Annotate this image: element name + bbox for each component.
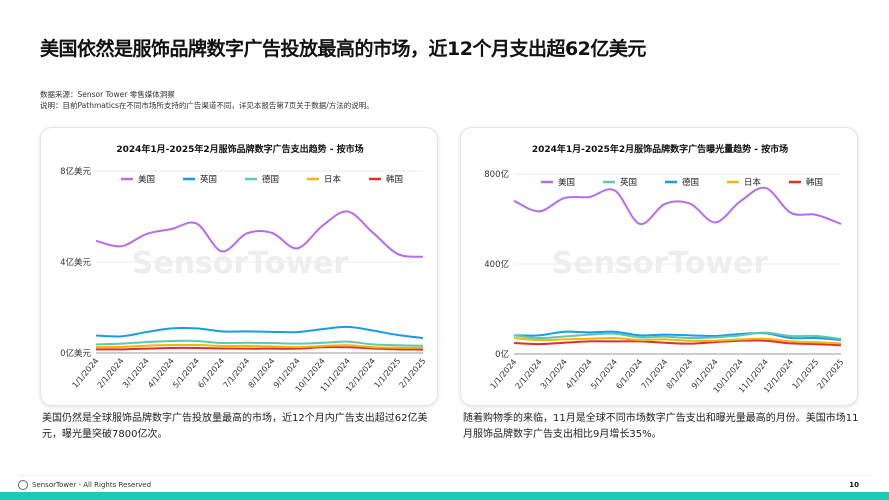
page-title: 美国依然是服饰品牌数字广告投放最高的市场，近12个月支出超62亿美元	[40, 38, 646, 60]
chart-title: 2024年1月-2025年2月服饰品牌数字广告曝光量趋势 - 按市场	[532, 143, 788, 155]
legend-label: 韩国	[386, 174, 403, 185]
spend-chart-card: 2024年1月-2025年2月服饰品牌数字广告支出趋势 - 按市场 SensorT…	[40, 127, 438, 406]
series-line-日本	[95, 343, 424, 349]
y-tick-label: 800亿	[484, 169, 509, 180]
legend-label: 日本	[324, 174, 342, 185]
series-line-德国	[513, 330, 842, 342]
footer-divider	[18, 475, 871, 476]
x-tick-label: 2/1/2025	[398, 357, 428, 390]
y-tick-label: 400亿	[484, 259, 509, 270]
legend-label: 英国	[620, 177, 637, 188]
series-line-日本	[513, 336, 842, 345]
series-line-韩国	[95, 346, 424, 351]
y-tick-label: 4亿美元	[60, 257, 91, 268]
x-tick-label: 2/1/2025	[816, 358, 846, 391]
sensortower-logo-icon	[18, 480, 28, 490]
footer-accent-bar	[0, 492, 889, 500]
legend-label: 韩国	[806, 177, 823, 188]
series-line-英国	[95, 325, 424, 339]
legend-label: 美国	[138, 174, 155, 185]
data-source: 数据来源：Sensor Tower 零售媒体洞察	[40, 90, 175, 99]
y-tick-label: 8亿美元	[60, 166, 91, 177]
footer-copyright: SensorTower - All Rights Reserved	[32, 481, 152, 489]
legend-label: 美国	[558, 177, 575, 188]
series-line-英国	[513, 331, 842, 340]
page-number: 10	[849, 481, 859, 489]
y-tick-label: 0亿	[495, 349, 509, 360]
methodology-note: 说明：目前Pathmatics在不同市场所支持的广告渠道不同，详见本报告第7页关…	[40, 101, 374, 110]
series-line-德国	[95, 339, 424, 347]
chart-title: 2024年1月-2025年2月服饰品牌数字广告支出趋势 - 按市场	[116, 143, 363, 155]
spend-description: 美国仍然是全球服饰品牌数字广告投放量最高的市场，近12个月内广告支出超过62亿美…	[42, 413, 428, 440]
y-tick-label: 0亿美元	[60, 348, 91, 359]
watermark: SensorTower	[132, 246, 349, 281]
series-line-美国	[95, 210, 424, 258]
legend-label: 德国	[682, 177, 699, 188]
impressions-chart: 2024年1月-2025年2月服饰品牌数字广告曝光量趋势 - 按市场Sensor…	[484, 143, 846, 395]
legend-label: 德国	[262, 174, 279, 185]
impressions-description: 随着购物季的来临，11月是全球不同市场数字广告支出和曝光量最高的月份。美国市场1…	[463, 413, 859, 440]
series-line-韩国	[513, 339, 842, 347]
spend-chart: 2024年1月-2025年2月服饰品牌数字广告支出趋势 - 按市场 SensorT…	[60, 143, 428, 394]
impressions-chart-card: 2024年1月-2025年2月服饰品牌数字广告曝光量趋势 - 按市场 Sensor…	[460, 127, 858, 406]
series-line-美国	[513, 186, 842, 225]
legend-label: 日本	[744, 177, 762, 188]
legend-label: 英国	[200, 174, 217, 185]
